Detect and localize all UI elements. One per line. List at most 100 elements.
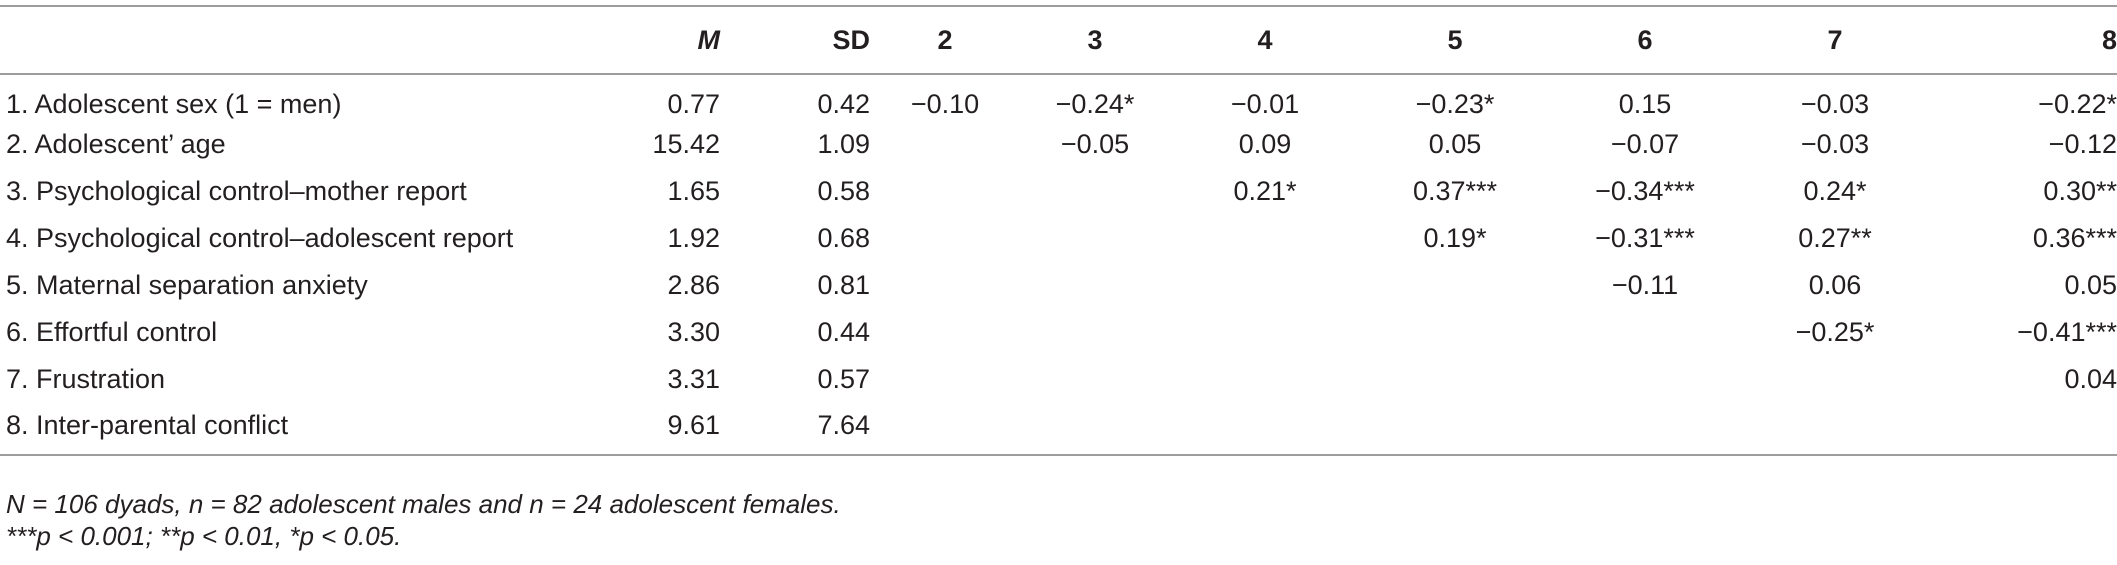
cell-c6: −0.31***	[1595, 223, 1695, 253]
cell-m: 2.86	[667, 270, 720, 300]
header-col-7: 7	[1740, 5, 1930, 75]
cell-c2	[870, 262, 1020, 309]
cell-m: 9.61	[560, 403, 720, 456]
header-sd: SD	[720, 5, 870, 75]
table-row: 1. Adolescent sex (1 = men) 0.77 0.42 −0.10…	[0, 74, 2117, 121]
cell-c6: −0.07	[1610, 129, 1680, 159]
row-label: 1. Adolescent sex (1 = men)	[6, 88, 342, 119]
cell-c7: 0.06	[1808, 270, 1862, 300]
cell-c3	[1020, 403, 1170, 456]
table-notes: N = 106 dyads, n = 82 adolescent males a…	[6, 488, 841, 552]
cell-c3: −0.24*	[1055, 88, 1135, 119]
cell-c8: −0.41***	[2017, 317, 2117, 347]
cell-c4: 0.09	[1238, 129, 1292, 159]
cell-c8: −0.22*	[2038, 88, 2117, 119]
header-mean: M	[560, 5, 720, 75]
cell-c6: −0.34***	[1595, 176, 1695, 206]
cell-c5: 0.05	[1428, 129, 1482, 159]
cell-c7	[1740, 403, 1930, 456]
header-col-4: 4	[1170, 5, 1360, 75]
cell-c7: 0.24*	[1803, 176, 1867, 206]
row-label: 6. Effortful control	[6, 317, 218, 347]
table-row: 8. Inter-parental conflict 9.61 7.64	[0, 403, 2117, 456]
header-col-3: 3	[1020, 5, 1170, 75]
cell-c5: 0.37***	[1412, 176, 1498, 206]
cell-sd: 0.42	[817, 88, 870, 119]
cell-c8: 0.05	[2064, 270, 2117, 300]
cell-c7: −0.03	[1800, 88, 1870, 119]
cell-c4	[1170, 403, 1360, 456]
table-row: 2. Adolescent’ age 15.42 1.09 −0.05 0.09 0.05…	[0, 121, 2117, 168]
row-label: 8. Inter-parental conflict	[0, 403, 560, 456]
cell-c7: −0.03	[1800, 129, 1870, 159]
cell-c6	[1550, 403, 1740, 456]
cell-m: 0.77	[667, 88, 720, 119]
cell-sd: 0.57	[817, 364, 870, 394]
cell-c7: −0.25*	[1795, 317, 1875, 347]
table-row: 6. Effortful control 3.30 0.44 −0.25* −0.41*…	[0, 309, 2117, 356]
cell-c4: −0.01	[1230, 88, 1300, 119]
cell-m: 3.30	[667, 317, 720, 347]
cell-c3	[1020, 356, 1170, 403]
table-row: 5. Maternal separation anxiety 2.86 0.81 −0…	[0, 262, 2117, 309]
cell-c2	[870, 121, 1020, 168]
table-row: 3. Psychological control–mother report 1.…	[0, 168, 2117, 215]
cell-c6	[1550, 356, 1740, 403]
cell-c2	[870, 403, 1020, 456]
cell-m: 15.42	[652, 129, 720, 159]
row-label: 2. Adolescent’ age	[6, 129, 226, 159]
cell-c3: −0.05	[1060, 129, 1130, 159]
cell-c2	[870, 356, 1020, 403]
header-col-2: 2	[870, 5, 1020, 75]
row-label: 4. Psychological control–adolescent repo…	[6, 223, 514, 253]
cell-c8: 0.04	[2064, 364, 2117, 394]
header-row: M SD 2 3 4 5 6 7 8	[0, 5, 2117, 75]
cell-c6: −0.11	[1611, 270, 1679, 300]
cell-c4: 0.21*	[1233, 176, 1297, 206]
cell-c2	[870, 309, 1020, 356]
cell-c2	[870, 215, 1020, 262]
cell-c5	[1360, 262, 1550, 309]
cell-c3	[1020, 309, 1170, 356]
cell-c6	[1550, 309, 1740, 356]
cell-sd: 7.64	[720, 403, 870, 456]
cell-m: 1.65	[667, 176, 720, 206]
cell-c5	[1360, 403, 1550, 456]
row-label: 5. Maternal separation anxiety	[6, 270, 368, 300]
cell-sd: 0.81	[817, 270, 870, 300]
header-col-8: 8	[1930, 5, 2117, 75]
row-label: 3. Psychological control–mother report	[6, 176, 467, 206]
header-col-6: 6	[1550, 5, 1740, 75]
cell-c4	[1170, 215, 1360, 262]
cell-sd: 1.09	[817, 129, 870, 159]
cell-c8: 0.36***	[2032, 223, 2117, 253]
cell-c8	[1930, 403, 2117, 456]
header-col-5: 5	[1360, 5, 1550, 75]
cell-c5	[1360, 309, 1550, 356]
cell-c3	[1020, 262, 1170, 309]
cell-c2	[870, 168, 1020, 215]
cell-m: 3.31	[667, 364, 720, 394]
cell-c2: −0.10	[910, 88, 980, 119]
cell-c8: 0.30**	[2043, 176, 2117, 206]
cell-sd: 0.44	[817, 317, 870, 347]
cell-c3	[1020, 215, 1170, 262]
table-row: 4. Psychological control–adolescent repo…	[0, 215, 2117, 262]
cell-c5	[1360, 356, 1550, 403]
cell-c7	[1740, 356, 1930, 403]
table-row: 7. Frustration 3.31 0.57 0.04	[0, 356, 2117, 403]
row-label: 7. Frustration	[6, 364, 166, 394]
cell-c4	[1170, 262, 1360, 309]
correlation-table: M SD 2 3 4 5 6 7 8 1. Adolescent sex (1 …	[0, 5, 2117, 456]
cell-c4	[1170, 356, 1360, 403]
cell-c6: 0.15	[1618, 88, 1672, 119]
cell-c8: −0.12	[2048, 129, 2117, 159]
cell-c4	[1170, 309, 1360, 356]
cell-c7: 0.27**	[1798, 223, 1872, 253]
cell-c3	[1020, 168, 1170, 215]
cell-sd: 0.68	[817, 223, 870, 253]
cell-sd: 0.58	[817, 176, 870, 206]
cell-m: 1.92	[667, 223, 720, 253]
cell-c5: −0.23*	[1415, 88, 1495, 119]
